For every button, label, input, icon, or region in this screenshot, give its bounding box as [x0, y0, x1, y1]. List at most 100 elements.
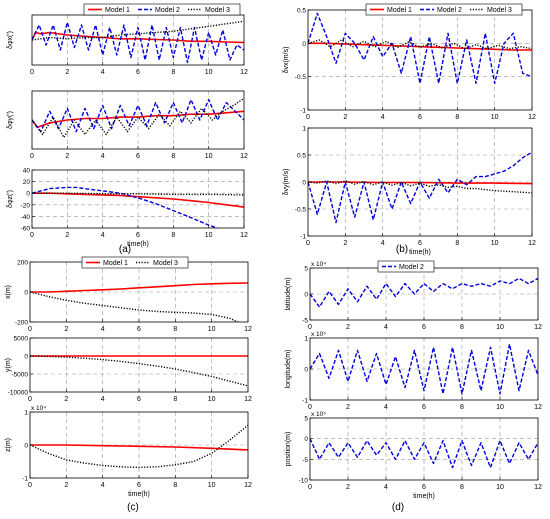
panel-label: (b) — [396, 244, 408, 255]
legend-box — [377, 260, 435, 273]
legend: Model 1 Model 2 Model 3 — [365, 3, 523, 16]
x-tick-label: 2 — [346, 324, 350, 331]
y-tick-label: -0.5 — [295, 74, 307, 81]
y-tick-label: -10 — [299, 478, 309, 485]
y-axis-label: longitude(m) — [285, 350, 292, 389]
legend: Model 2 — [377, 260, 435, 273]
y-tick-label: 0 — [304, 436, 308, 443]
x-tick-label: 8 — [173, 396, 177, 403]
series-line-model-3 — [32, 97, 244, 139]
x-tick-label: 12 — [534, 324, 542, 331]
y-tick-label: -1 — [300, 234, 306, 241]
x-tick-label: 6 — [422, 404, 426, 411]
x-tick-label: 0 — [308, 484, 312, 491]
legend-label-model-2: Model 2 — [437, 7, 462, 14]
x-tick-label: 2 — [64, 482, 68, 489]
x-tick-label: 10 — [205, 232, 213, 239]
y-tick-label: 5000 — [14, 336, 29, 343]
x-axis-label: time(h) — [413, 493, 435, 500]
legend-label-model-3: Model 3 — [153, 260, 178, 267]
legend-label-model-2: Model 2 — [155, 7, 180, 14]
x-tick-label: 0 — [306, 114, 310, 121]
y-tick-label: 5 — [304, 416, 308, 423]
x-tick-label: 10 — [205, 69, 213, 76]
y-tick-label: 1 — [304, 336, 308, 343]
panel-label: (a) — [119, 244, 131, 255]
x-tick-label: 2 — [346, 404, 350, 411]
legend-label-model-1: Model 1 — [103, 260, 128, 267]
y-tick-label: 0 — [24, 290, 28, 297]
series-line-model-1 — [30, 282, 248, 293]
x-tick-label: 2 — [64, 396, 68, 403]
chart-c2: 0 2 4 6 8 10 12 5000 0 -5000 -10000 y(m) — [5, 336, 252, 404]
chart-a2: 0 2 4 6 8 10 12 δφy(′) — [7, 90, 248, 160]
series-line-model-3 — [308, 39, 532, 50]
y-tick-label: -5 — [302, 318, 308, 325]
x-tick-label: 12 — [528, 240, 536, 247]
x-axis-label: time(h) — [127, 241, 149, 248]
x-axis-label: time(h) — [128, 491, 150, 498]
x-tick-label: 4 — [101, 153, 105, 160]
x-tick-label: 8 — [460, 324, 464, 331]
x-tick-label: 2 — [65, 69, 69, 76]
series-line-model-2 — [32, 21, 244, 64]
chart-b2: 0 2 4 6 8 10 12 1 0.5 0 -0.5 -1 δvy(m/s) time(h) — [283, 126, 536, 257]
x-tick-label: 4 — [101, 326, 105, 333]
series-line-model-2 — [308, 12, 532, 85]
x-tick-label: 2 — [343, 240, 347, 247]
x-tick-label: 12 — [240, 232, 248, 239]
x-tick-label: 12 — [240, 69, 248, 76]
x-tick-label: 12 — [240, 153, 248, 160]
x-tick-label: 8 — [171, 69, 175, 76]
x-tick-label: 2 — [343, 114, 347, 121]
y-axis-label: position(m) — [285, 432, 292, 467]
y-tick-label: -40 — [21, 214, 31, 221]
x-tick-label: 10 — [205, 153, 213, 160]
legend-box — [365, 3, 523, 16]
x-tick-label: 6 — [422, 324, 426, 331]
y-axis-label: z(m) — [5, 438, 12, 452]
x-tick-label: 2 — [65, 232, 69, 239]
series-line-model-3 — [30, 424, 248, 469]
y-tick-label: -200 — [15, 320, 28, 327]
y-axis-label: δφz(′) — [7, 190, 14, 208]
x-tick-label: 6 — [136, 232, 140, 239]
y-tick-label: 0 — [24, 354, 28, 361]
x-tick-label: 4 — [101, 396, 105, 403]
x-tick-label: 6 — [418, 114, 422, 121]
series-line-model-2 — [308, 151, 532, 224]
y-tick-label: -60 — [21, 226, 31, 233]
x-tick-label: 10 — [208, 326, 216, 333]
x-tick-label: 12 — [534, 404, 542, 411]
y-tick-label: -1 — [22, 476, 28, 483]
y-axis-label: latitude(m) — [285, 277, 292, 310]
y-tick-label: 0 — [24, 443, 28, 450]
x-tick-label: 10 — [491, 114, 499, 121]
x-tick-label: 10 — [496, 324, 504, 331]
y-tick-label: 40 — [23, 168, 31, 175]
x-tick-label: 8 — [455, 240, 459, 247]
series-line-model-1 — [308, 42, 532, 51]
x-tick-label: 4 — [101, 482, 105, 489]
x-tick-label: 6 — [136, 69, 140, 76]
panel-label: (c) — [127, 502, 139, 513]
x-tick-label: 12 — [534, 484, 542, 491]
x-tick-label: 8 — [173, 326, 177, 333]
x-tick-label: 6 — [137, 326, 141, 333]
series-line-model-2 — [32, 98, 244, 133]
legend-box — [81, 256, 189, 269]
y-axis-label: x(m) — [5, 285, 12, 299]
x-tick-label: 0 — [306, 240, 310, 247]
x-tick-label: 2 — [346, 484, 350, 491]
x-tick-label: 4 — [381, 114, 385, 121]
x-tick-label: 0 — [308, 324, 312, 331]
x-tick-label: 0 — [28, 326, 32, 333]
axis-exponent-label: x 10⁵ — [311, 331, 326, 338]
legend-label-model-3: Model 3 — [487, 7, 512, 14]
x-tick-label: 0 — [30, 69, 34, 76]
series-line-model-2 — [310, 277, 538, 308]
y-tick-label: -5000 — [11, 372, 28, 379]
y-axis-label: δvy(m/s) — [283, 169, 290, 196]
